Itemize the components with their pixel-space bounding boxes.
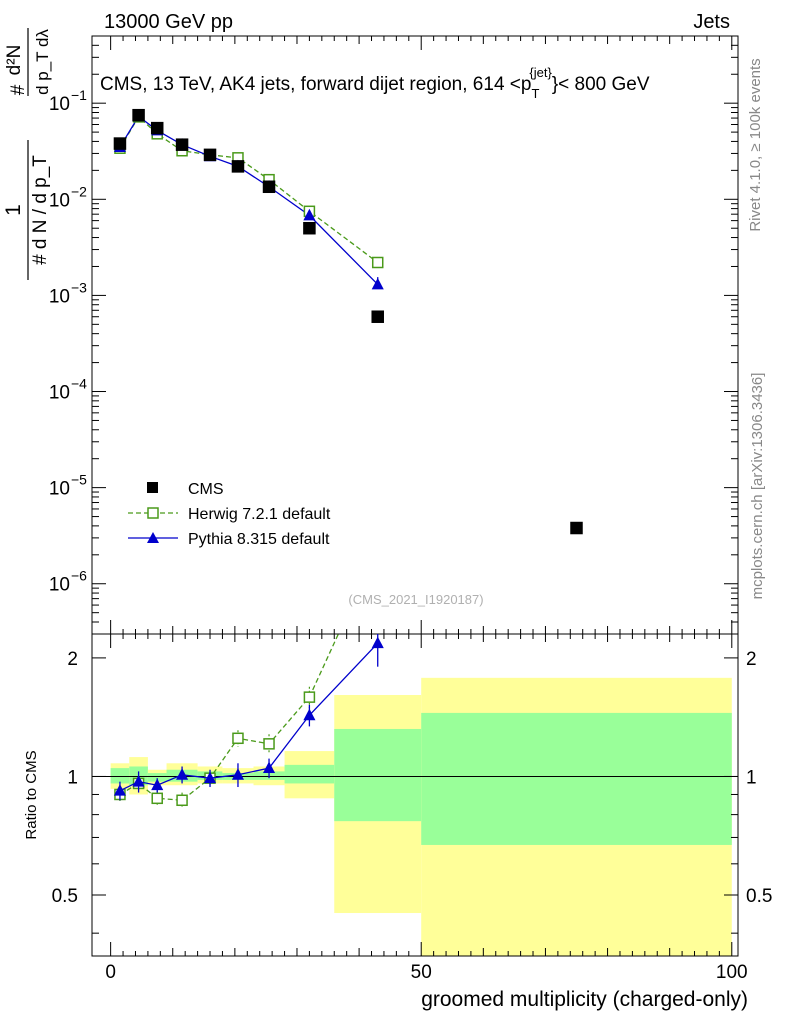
cms-point	[132, 108, 145, 122]
ylabel-right-top: d²N	[4, 45, 25, 76]
ratio-series	[113, 543, 384, 809]
rivet-label: Rivet 4.1.0, ≥ 100k events	[747, 58, 764, 231]
pythia-point	[303, 208, 316, 221]
x-axis-label: groomed multiplicity (charged-only)	[421, 988, 748, 1011]
ylabel-one: 1	[2, 204, 25, 216]
ylabel-left-frac: # d N / d p_T	[30, 155, 51, 265]
header-right: Jets	[693, 11, 730, 33]
legend-label-pythia: Pythia 8.315 default	[188, 531, 330, 548]
cms-point	[303, 221, 316, 235]
chart-title-sup: {jet}	[529, 65, 552, 80]
pythia-point	[371, 277, 384, 290]
y-tick-label-main: 10	[49, 479, 70, 500]
main-series	[113, 108, 583, 535]
header-left: 13000 GeV pp	[104, 11, 233, 33]
legend-marker-cms	[147, 482, 158, 493]
cms-point	[203, 148, 217, 162]
cms-point	[231, 160, 245, 173]
herwig-line	[119, 115, 379, 264]
herwig-ratio-point	[176, 794, 188, 807]
chart-title-main: CMS, 13 TeV, AK4 jets, forward dijet reg…	[100, 74, 531, 95]
y-tick-label-main: 10	[49, 575, 70, 596]
y-tick-label-main: 10	[49, 94, 70, 115]
y-tick-label-main-exp: −5	[71, 472, 87, 488]
chart-title-end: }< 800 GeV	[552, 74, 650, 95]
y-tick-label-main: 10	[49, 286, 70, 307]
cms-point	[371, 310, 384, 323]
cms-point	[150, 121, 164, 135]
y-tick-label-main: 10	[49, 190, 70, 211]
herwig-ratio-point	[232, 732, 244, 745]
analysis-watermark: (CMS_2021_I1920187)	[348, 592, 483, 607]
y-tick-label-main-exp: −1	[71, 87, 87, 103]
band-green-8	[334, 728, 422, 822]
y-tick-label-main-exp: −3	[71, 279, 87, 295]
legend-marker-pythia	[147, 532, 159, 543]
band-green-7	[284, 764, 335, 784]
herwig-ratio-point	[303, 691, 316, 703]
cms-point	[262, 180, 276, 194]
herwig-point	[371, 256, 384, 269]
y-tick-label-ratio-right: 1	[746, 767, 757, 788]
ratio-y-axis-label: Ratio to CMS	[23, 750, 40, 839]
pythia-ratio-point	[231, 768, 245, 780]
y-tick-label-ratio-left: 0.5	[52, 886, 78, 907]
pythia-ratio-point	[262, 761, 276, 774]
x-tick-label: 100	[716, 962, 748, 983]
pythia-ratio-point	[176, 768, 189, 780]
cms-point	[113, 137, 127, 150]
x-tick-label: 50	[411, 962, 432, 983]
legend-marker-herwig	[147, 507, 159, 519]
pythia-ratio-point	[151, 778, 164, 791]
pythia-line	[119, 115, 379, 285]
band-green-0	[110, 768, 130, 784]
band-green-2	[147, 773, 167, 782]
cms-point	[175, 138, 189, 151]
chart-title-sub: T	[531, 86, 539, 101]
cms-point	[570, 521, 583, 535]
y-tick-label-ratio-right: 2	[746, 649, 757, 670]
pythia-ratio-point	[132, 775, 145, 787]
pythia-ratio-point	[371, 636, 384, 649]
y-tick-label-ratio-right: 0.5	[746, 886, 772, 907]
pythia-ratio-point	[113, 784, 127, 796]
chart-title: CMS, 13 TeV, AK4 jets, forward dijet reg…	[100, 65, 650, 101]
y-tick-label-ratio-left: 2	[67, 649, 78, 670]
ylabel-right-bottom: d p_T dλ	[33, 29, 52, 95]
legend: CMS Herwig 7.2.1 default Pythia 8.315 de…	[128, 481, 331, 548]
y-tick-label-main: 10	[49, 383, 70, 404]
pythia-ratio-point	[203, 771, 217, 784]
herwig-ratio-point	[263, 738, 275, 750]
herwig-ratio-point	[373, 543, 383, 553]
mcplots-label: mcplots.cern.ch [arXiv:1306.3436]	[749, 373, 766, 600]
ylabel-hash: #	[8, 84, 29, 95]
herwig-ratio-point	[151, 792, 163, 805]
band-green-9	[421, 712, 732, 845]
y-tick-label-main-exp: −2	[71, 183, 87, 199]
legend-label-herwig: Herwig 7.2.1 default	[188, 506, 331, 523]
ratio-frame	[91, 633, 739, 957]
y-tick-label-main-exp: −4	[71, 376, 87, 392]
ratio-bands	[110, 677, 732, 956]
pythia-ratio-point	[303, 708, 316, 721]
main-y-axis-label: 1 # d N / d p_T # d²N d p_T dλ	[2, 28, 52, 280]
y-tick-label-ratio-left: 1	[67, 767, 78, 788]
x-tick-label: 0	[105, 962, 116, 983]
y-tick-label-main-exp: −6	[71, 568, 87, 584]
legend-label-cms: CMS	[188, 481, 224, 498]
